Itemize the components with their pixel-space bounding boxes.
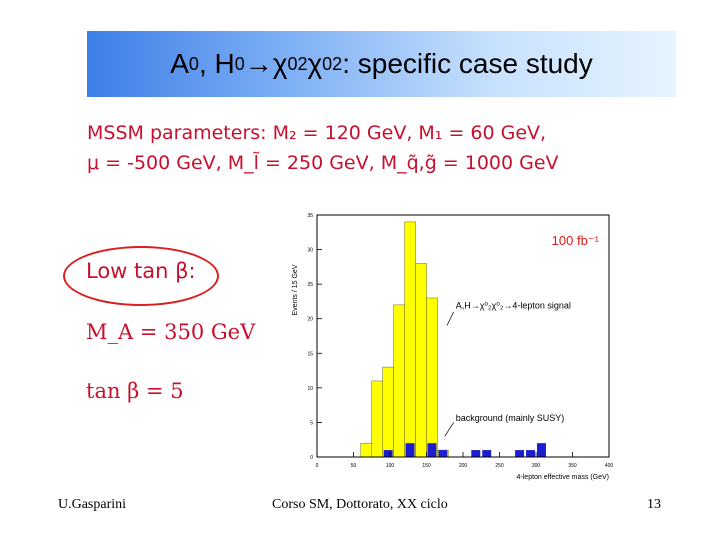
params-row-1: MSSM parameters: M₂ = 120 GeV, M₁ = 60 G… xyxy=(87,118,559,148)
title-suffix: : specific case study xyxy=(342,48,593,79)
y-tick-label: 5 xyxy=(310,420,313,426)
title-sub-chi2: 02 xyxy=(322,53,343,74)
background-arrow xyxy=(444,422,454,437)
background-bar xyxy=(537,443,546,457)
x-tick-label: 350 xyxy=(568,463,577,469)
mass-histogram: 0 50 100 150 200 250 300 350 400 0 5 10 15 20 25 30 35 4-… xyxy=(292,213,614,481)
background-bar xyxy=(482,450,492,457)
title-chi2: χ xyxy=(307,48,323,79)
background-bar xyxy=(515,450,525,457)
y-tick-label: 0 xyxy=(310,455,313,461)
y-axis-label: Events / 15 GeV xyxy=(292,264,299,315)
x-tick-label: 0 xyxy=(316,463,319,469)
background-bar xyxy=(427,443,437,457)
low-tan-beta-label: Low tan β: xyxy=(86,259,196,283)
y-tick-label: 30 xyxy=(307,248,313,254)
x-tick-label: 150 xyxy=(422,463,431,469)
lumi-label: 100 fb⁻¹ xyxy=(552,233,600,248)
x-tick-label: 100 xyxy=(386,463,395,469)
signal-label: A,H→χ⁰₂χ⁰₂→4-lepton signal xyxy=(456,300,571,310)
footer-page: 13 xyxy=(647,497,661,512)
title-arrow: →χ xyxy=(244,48,288,79)
ma-value: M_A = 350 GeV xyxy=(86,320,256,344)
background-bar xyxy=(383,450,393,457)
signal-bar xyxy=(382,366,394,458)
background-bar xyxy=(526,450,535,457)
x-tick-label: 300 xyxy=(532,463,541,469)
signal-bar xyxy=(404,221,416,458)
mssm-parameters: MSSM parameters: M₂ = 120 GeV, M₁ = 60 G… xyxy=(87,118,559,178)
x-tick-label: 400 xyxy=(605,463,614,469)
y-tick-label: 25 xyxy=(307,282,313,288)
y-tick-label: 35 xyxy=(307,213,313,219)
title-bar xyxy=(87,31,676,97)
title-sub-chi1: 02 xyxy=(287,53,308,74)
background-bar xyxy=(405,443,415,457)
footer-course: Corso SM, Dottorato, XX ciclo xyxy=(272,497,448,512)
signal-bar xyxy=(426,297,438,458)
signal-arrow xyxy=(446,311,455,326)
params-line-1: M₂ = 120 GeV, M₁ = 60 GeV, xyxy=(272,122,547,144)
title-sub-a: 0 xyxy=(188,53,199,74)
title-sep: , H xyxy=(198,48,235,79)
background-label: background (mainly SUSY) xyxy=(456,413,565,423)
footer-author: U.Gasparini xyxy=(58,497,127,512)
highlight-ellipse xyxy=(63,246,219,306)
x-tick-label: 250 xyxy=(495,463,504,469)
signal-bar xyxy=(360,442,373,458)
signal-bar xyxy=(371,380,383,458)
x-tick-label: 200 xyxy=(459,463,468,469)
signal-bar xyxy=(393,304,405,458)
tan-beta-value: tan β = 5 xyxy=(86,379,184,403)
background-bar xyxy=(471,450,481,457)
background-bar xyxy=(438,450,448,457)
title-a: A xyxy=(170,48,189,79)
y-tick-label: 20 xyxy=(307,317,313,323)
signal-bar xyxy=(415,263,427,458)
y-tick-label: 10 xyxy=(307,386,313,392)
y-tick-label: 15 xyxy=(307,351,313,357)
x-axis-label: 4-lepton effective mass (GeV) xyxy=(517,474,609,481)
x-tick-label: 50 xyxy=(351,463,357,469)
title-sub-h: 0 xyxy=(234,53,245,74)
params-line-2: μ = -500 GeV, M_l̃ = 250 GeV, M_q̃,g̃ = … xyxy=(87,152,559,174)
params-label: MSSM parameters: xyxy=(87,122,267,144)
